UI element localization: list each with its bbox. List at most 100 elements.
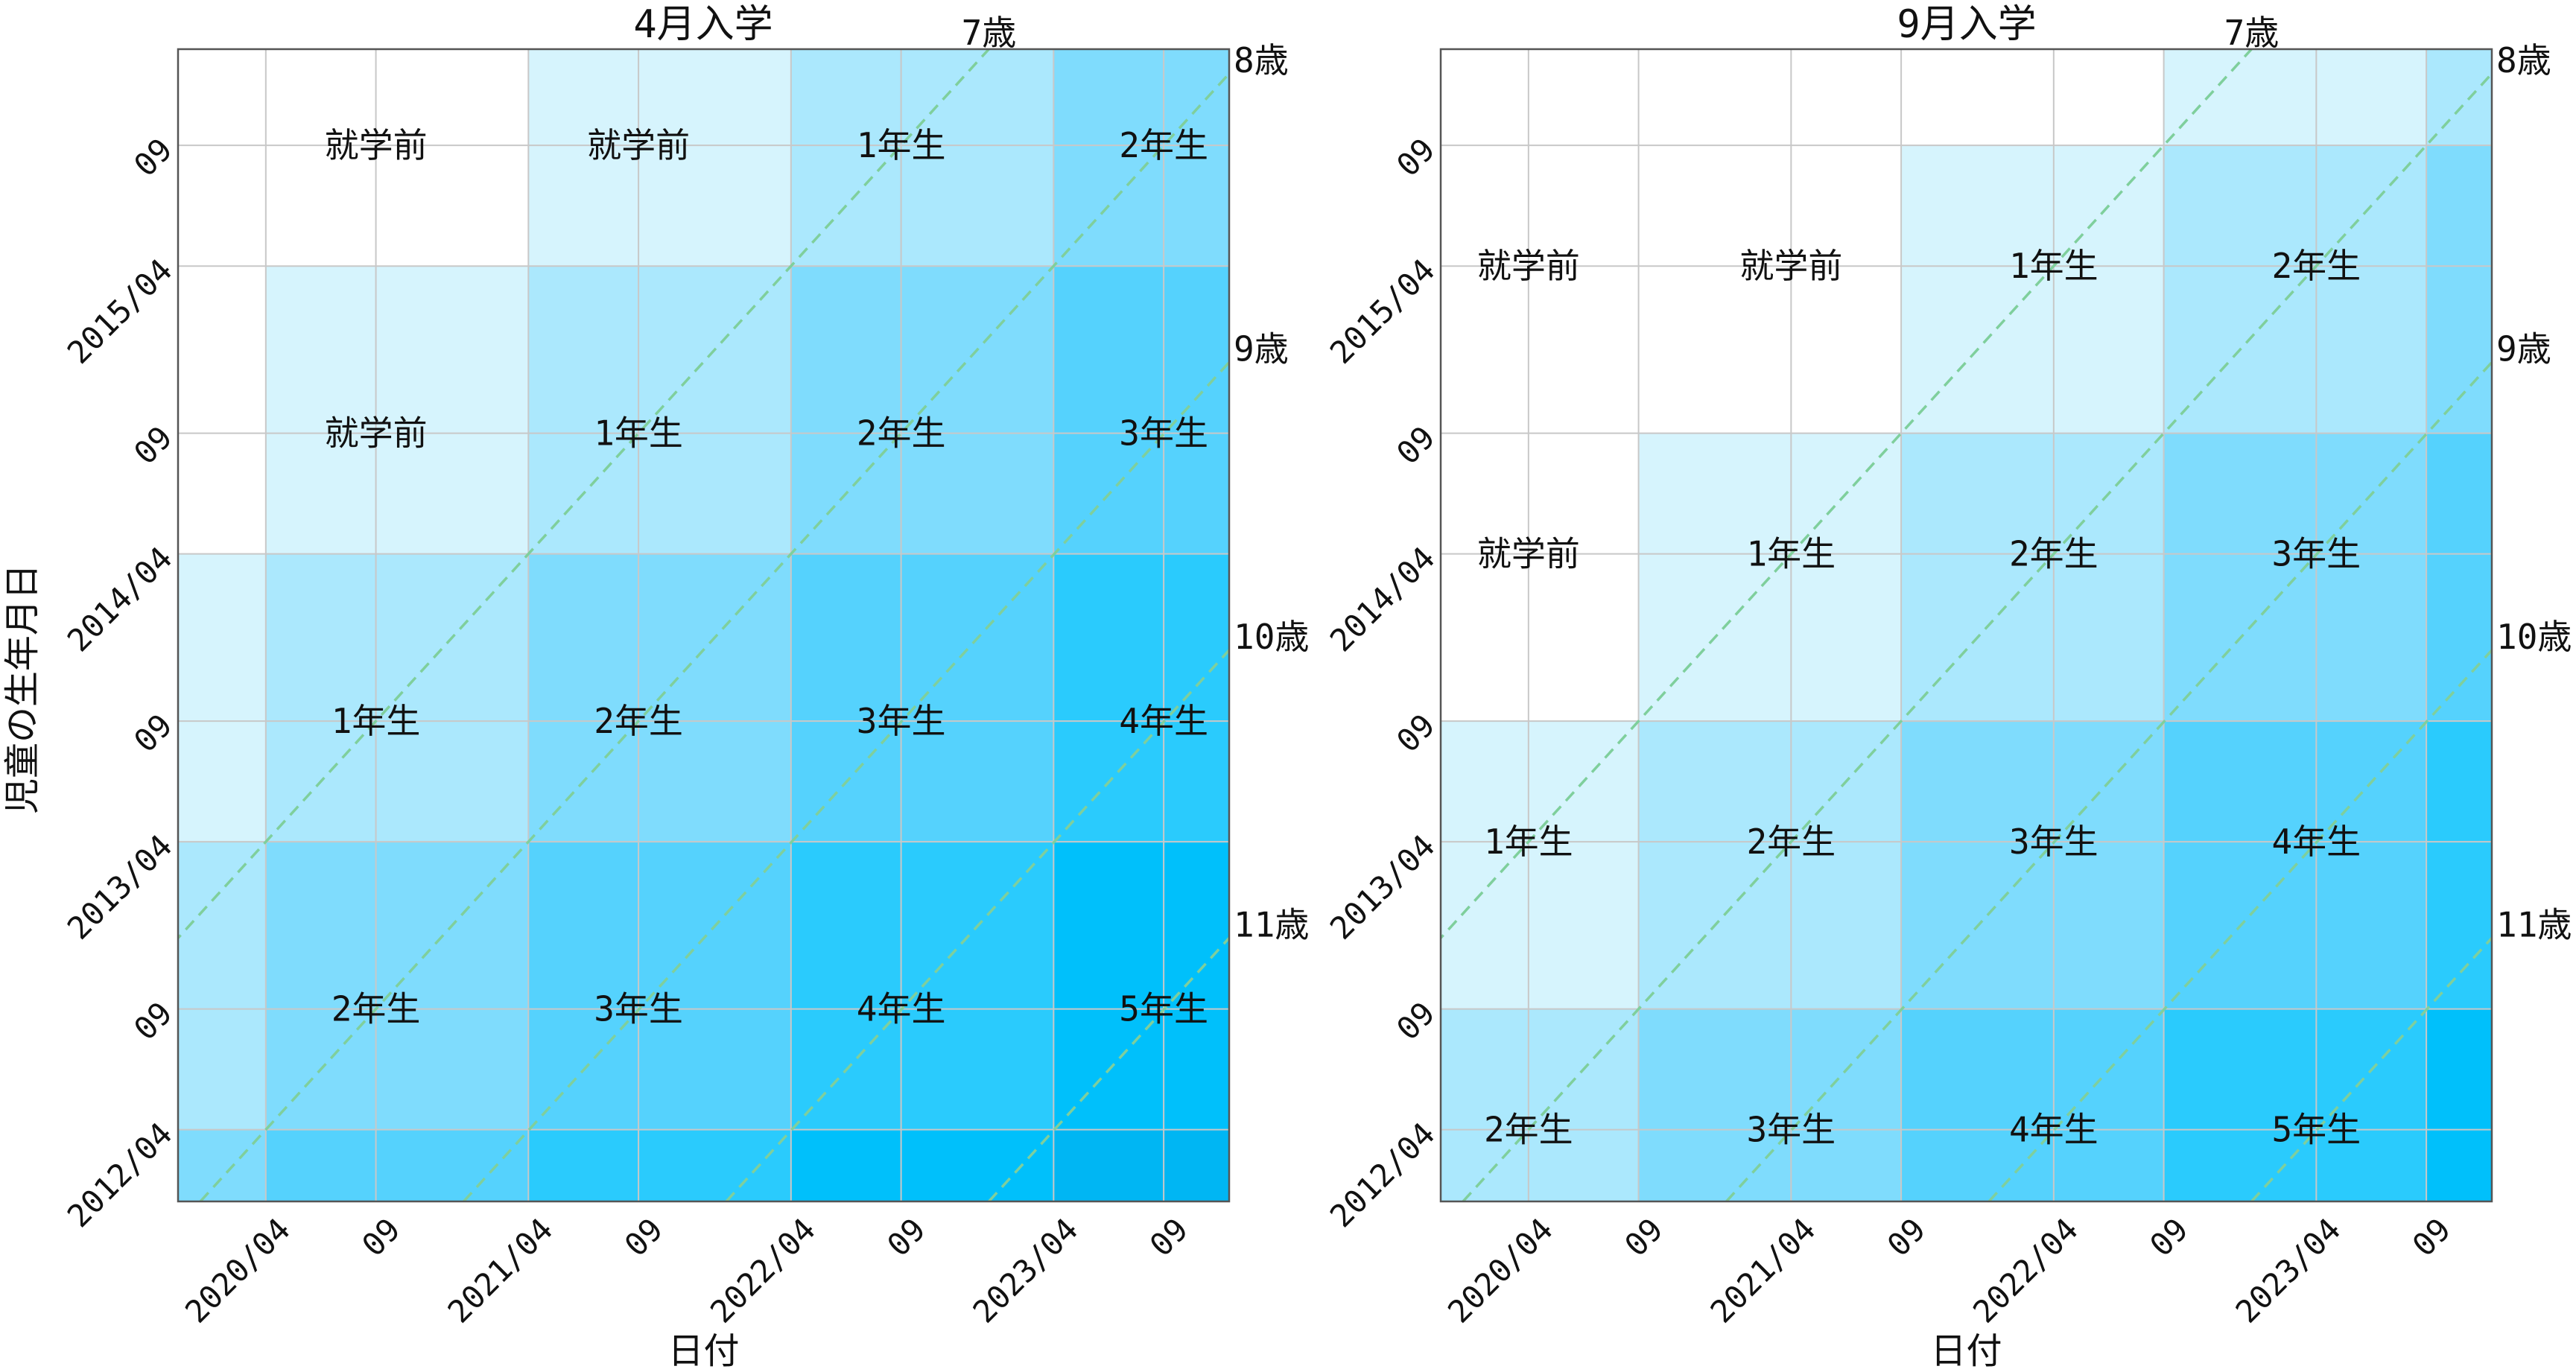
y-tick-label: 2013/04 (1323, 828, 1442, 947)
heatmap-cell (790, 49, 1054, 267)
age-line (2250, 936, 2492, 1201)
age-line (178, 49, 990, 940)
heatmap-cell (1638, 1009, 1902, 1201)
y-tick-label: 09 (1389, 131, 1441, 183)
y-tick-label: 2012/04 (60, 1116, 180, 1235)
grade-label: 3年生 (1746, 1110, 1836, 1150)
y-tick-label: 2013/04 (60, 828, 180, 947)
age-label: 7歳 (2224, 13, 2280, 53)
age-line (463, 360, 1229, 1201)
plot-frame (177, 48, 1231, 1203)
grade-label: 1年生 (331, 701, 421, 741)
x-tick-label: 2023/04 (966, 1211, 1085, 1330)
x-tick-label: 2021/04 (441, 1211, 560, 1330)
x-tick-label: 09 (355, 1211, 407, 1263)
x-tick-label: 09 (1880, 1211, 1932, 1263)
x-tick-label: 2022/04 (1966, 1211, 2085, 1330)
heatmap-cell (2163, 49, 2427, 146)
heatmap-cell (2426, 1009, 2492, 1201)
age-label: 8歳 (1234, 40, 1289, 80)
grade-label: 2年生 (1746, 822, 1836, 862)
grade-label: 就学前 (1477, 534, 1580, 574)
heatmap-cell (178, 842, 267, 1131)
grade-label: 3年生 (2009, 822, 2098, 862)
heatmap-cell (178, 49, 267, 267)
x-axis-label: 日付 (667, 1330, 739, 1372)
age-label: 7歳 (962, 13, 1017, 53)
grade-label: 3年生 (2271, 534, 2361, 574)
heatmap-cell (1901, 145, 2165, 434)
grade-label: 2年生 (857, 413, 946, 454)
chart-title: 4月入学 (633, 2, 773, 47)
x-tick-label: 2020/04 (1441, 1211, 1560, 1330)
grade-label: 1年生 (1484, 822, 1573, 862)
grade-label: 就学前 (325, 125, 428, 165)
heatmap-cell (1441, 49, 1640, 146)
y-tick-label: 09 (127, 995, 179, 1047)
x-axis-label: 日付 (1930, 1330, 2002, 1372)
heatmap-cell (1901, 1009, 2165, 1201)
grade-label: 3年生 (857, 701, 946, 741)
x-tick-label: 09 (2142, 1211, 2195, 1263)
x-tick-label: 09 (1617, 1211, 1669, 1263)
age-label: 10歳 (1234, 617, 1309, 657)
y-tick-label: 2014/04 (60, 540, 180, 659)
grade-label: 1年生 (1746, 534, 1836, 574)
plot-frame (1439, 48, 2493, 1203)
heatmap-cell (1053, 266, 1229, 555)
grade-label: 4年生 (2271, 822, 2361, 862)
heatmap-cell (1638, 145, 1902, 434)
age-label: 11歳 (1234, 904, 1309, 944)
heatmap-cell (1441, 1009, 1640, 1201)
grade-label: 就学前 (1477, 246, 1580, 286)
grade-label: 5年生 (2271, 1110, 2361, 1150)
heatmap-cell (265, 49, 529, 267)
grade-label: 就学前 (1739, 246, 1842, 286)
age-line (1725, 360, 2492, 1201)
panel-september-entry: 2年生 3年生 4年生 5年生1年生 2年生 3年生 4年生就学前 1年生 2年生 3年生就学前就… (1323, 2, 2572, 1372)
heatmap-cell (1441, 145, 1640, 434)
grade-label: 2年生 (1484, 1110, 1573, 1150)
y-tick-label: 09 (127, 707, 179, 759)
heatmap-cell (265, 266, 529, 555)
grade-label: 2年生 (2009, 534, 2098, 574)
x-tick-label: 2020/04 (178, 1211, 297, 1330)
heatmap-cell (1053, 1129, 1229, 1201)
heatmap-cell (2426, 145, 2492, 434)
grade-label: 2年生 (594, 701, 683, 741)
grade-label: 4年生 (857, 989, 946, 1029)
heatmap-cell (1441, 721, 1640, 1010)
age-label: 10歳 (2496, 617, 2572, 657)
age-line (1441, 49, 2253, 940)
y-tick-label: 2015/04 (1323, 252, 1442, 371)
grade-label: 2年生 (2271, 246, 2361, 286)
heatmap-cell (2163, 145, 2427, 434)
y-tick-label: 09 (1389, 707, 1441, 759)
heatmap-cell (178, 1129, 267, 1201)
x-tick-label: 09 (2405, 1211, 2458, 1263)
grade-label: 5年生 (1119, 989, 1208, 1029)
age-label: 9歳 (1234, 328, 1289, 369)
y-tick-label: 09 (127, 131, 179, 183)
grade-label: 就学前 (587, 125, 690, 165)
grade-label: 2年生 (1119, 125, 1208, 165)
age-line (199, 72, 1229, 1201)
heatmap-cell (1441, 433, 1640, 722)
age-label: 9歳 (2496, 328, 2551, 369)
plot-area (1441, 49, 2492, 1201)
y-tick-label: 2014/04 (1323, 540, 1442, 659)
y-tick-label: 2012/04 (1323, 1116, 1442, 1235)
heatmap-cell (1901, 49, 2165, 146)
heatmap-cell (1053, 553, 1229, 842)
age-line (1987, 648, 2492, 1201)
heatmap-cell (528, 49, 792, 267)
heatmap-cell (265, 1129, 529, 1201)
y-axis-label: 児童の生年月日 (1, 564, 43, 814)
chart-title: 9月入学 (1897, 2, 2036, 47)
grade-label: 2年生 (331, 989, 421, 1029)
age-line (725, 648, 1229, 1201)
x-tick-label: 09 (618, 1211, 670, 1263)
grade-label: 1年生 (2009, 246, 2098, 286)
heatmap-cell (1053, 842, 1229, 1131)
